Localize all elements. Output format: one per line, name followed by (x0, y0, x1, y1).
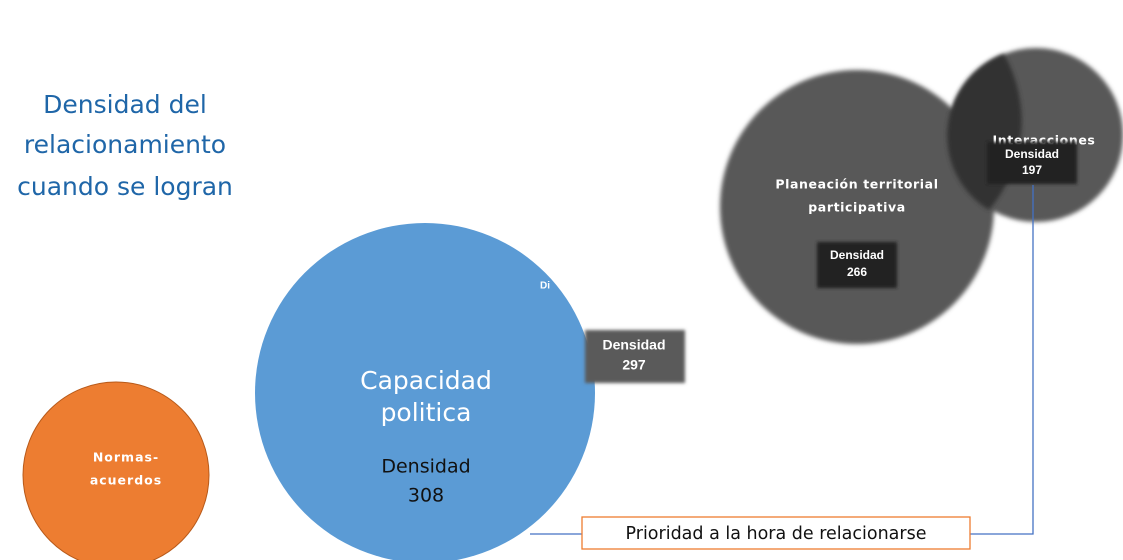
node-label: Capacidad (360, 366, 492, 395)
legend-text: Prioridad a la hora de relacionarse (626, 524, 927, 544)
density-box (987, 142, 1077, 184)
node-label: Normas- (93, 450, 159, 465)
density-label: Densidad (381, 456, 470, 478)
density-value: 197 (1022, 163, 1042, 177)
density-box (817, 242, 897, 288)
node-label: Planeación territorial (775, 177, 938, 192)
node-label: participativa (808, 200, 906, 215)
title-line: relacionamiento (24, 130, 226, 159)
density-value: 308 (408, 485, 444, 507)
node-circle (255, 223, 595, 560)
title-line: cuando se logran (17, 172, 233, 201)
density-value: 297 (622, 357, 646, 373)
density-label: Densidad (830, 248, 884, 262)
title-line: Densidad del (43, 90, 207, 119)
density-box (585, 330, 685, 383)
node-label: politica (381, 398, 472, 427)
node-circle (720, 70, 994, 344)
node-circle (22, 381, 210, 560)
density-label: Densidad (1005, 147, 1059, 161)
legend-box (581, 516, 971, 550)
node-label: acuerdos (90, 473, 162, 488)
fragment: Di (540, 281, 550, 292)
density-value: 266 (847, 265, 867, 279)
blurred-group (720, 48, 1123, 344)
density-label: Densidad (602, 337, 665, 353)
